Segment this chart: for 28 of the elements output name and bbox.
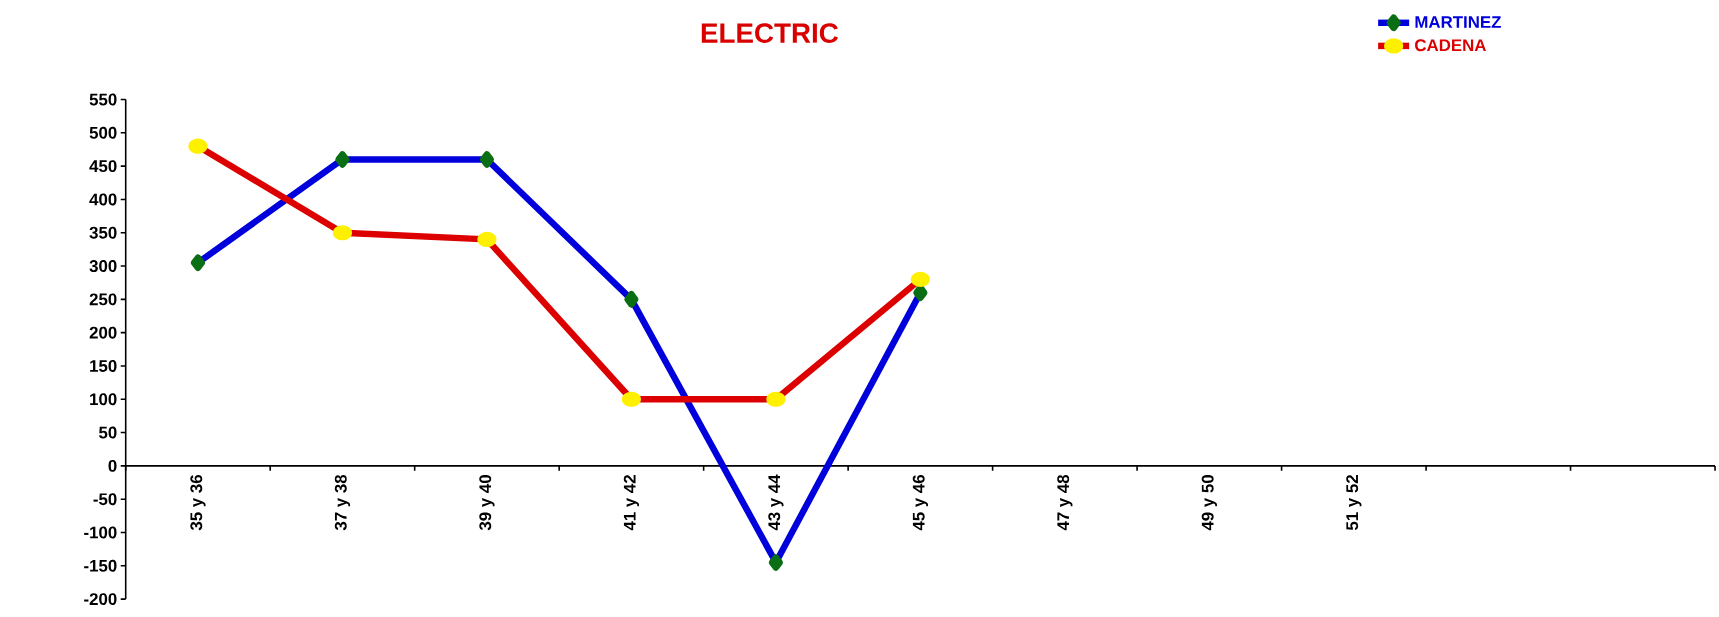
x-tick-label: 39 y 40 <box>479 475 495 531</box>
y-tick-label: 450 <box>89 160 117 173</box>
y-tick-label: 150 <box>90 360 117 372</box>
y-tick-label: -200 <box>84 593 117 606</box>
y-tick-label: -150 <box>84 559 117 572</box>
y-tick-label: -100 <box>84 526 117 539</box>
y-tick-label: 350 <box>89 226 117 239</box>
y-tick-label: 500 <box>89 126 117 139</box>
x-tick-label: 41 y 42 <box>623 475 640 531</box>
y-tick-label: 50 <box>98 426 117 439</box>
y-tick-label: 100 <box>90 393 117 406</box>
x-tick-label: 35 y 36 <box>190 474 206 531</box>
y-tick-label: 550 <box>89 93 117 106</box>
y-tick-label: -50 <box>93 493 117 506</box>
y-tick-label: 250 <box>89 293 117 306</box>
legend-label: CADENA <box>1415 39 1487 52</box>
x-tick-label: 37 y 38 <box>334 474 351 531</box>
x-tick-label: 51 y 52 <box>1346 475 1362 531</box>
x-tick-label: 43 y 44 <box>768 474 784 531</box>
x-tick-label: 47 y 48 <box>1057 474 1073 531</box>
x-tick-label: 49 y 50 <box>1201 475 1217 531</box>
y-tick-label: 400 <box>89 193 117 206</box>
chart-title: ELECTRIC <box>701 23 839 43</box>
y-tick-label: 0 <box>108 459 117 472</box>
y-tick-label: 300 <box>89 260 117 273</box>
legend-label: MARTINEZ <box>1415 16 1501 28</box>
x-tick-label: 45 y 46 <box>912 474 928 531</box>
y-tick-label: 200 <box>89 326 117 339</box>
